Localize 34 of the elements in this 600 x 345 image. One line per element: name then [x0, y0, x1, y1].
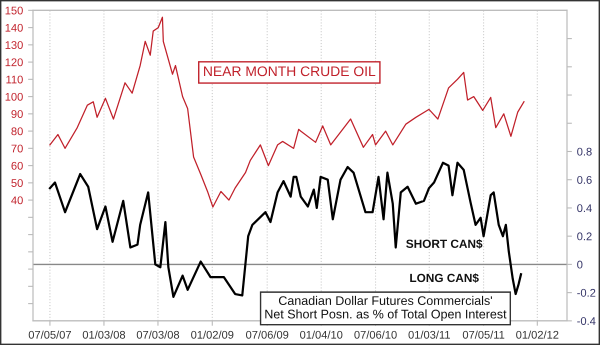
y-tick-label: 150 [6, 6, 23, 14]
y-tick-label: 40 [11, 196, 23, 204]
y2-tick-label: 0 [577, 260, 582, 269]
y2-tick-label: 0.2 [577, 232, 592, 240]
x-tick-label: 07/06/09 [246, 330, 288, 339]
x-tick-label: 07/05/11 [462, 330, 504, 339]
line-series [49, 16, 525, 208]
y-tick-label: 130 [6, 41, 23, 49]
x-tick-label: 07/06/10 [354, 330, 397, 339]
x-tick-label: 01/02/12 [516, 330, 558, 339]
annotation: SHORT CAN$ [406, 239, 482, 249]
y-tick-label: 80 [11, 127, 23, 136]
y-tick-label: 120 [6, 58, 23, 66]
x-tick-label: 07/03/08 [136, 330, 180, 339]
x-tick-label: 01/03/08 [82, 330, 126, 339]
y-tick-label: 90 [11, 110, 23, 118]
y2-tick-label: 0.6 [577, 176, 592, 184]
x-tick-label: 01/03/11 [408, 330, 450, 339]
annotation: Canadian Dollar Futures Commercials' Net Short Posn. as % of Total Open Interest [265, 296, 506, 321]
y2-tick-label: 0.4 [577, 204, 592, 212]
y2-tick-label: -0.2 [577, 288, 596, 297]
y-tick-label: 60 [11, 162, 23, 170]
x-tick-label: 07/05/07 [28, 330, 71, 339]
y2-tick-label: -0.4 [577, 317, 596, 325]
y-tick-label: 140 [6, 24, 23, 32]
y-tick-label: 70 [11, 144, 23, 152]
y-tick-label: 50 [11, 179, 23, 187]
y2-tick-label: 0.8 [577, 148, 592, 156]
y-tick-label: 100 [6, 92, 23, 101]
y-tick-label: 110 [6, 76, 23, 84]
annotation: NEAR MONTH CRUDE OIL [204, 66, 376, 76]
annotation: LONG CAN$ [410, 273, 479, 283]
x-tick-label: 01/04/10 [300, 330, 342, 339]
x-tick-label: 01/02/09 [191, 330, 234, 339]
